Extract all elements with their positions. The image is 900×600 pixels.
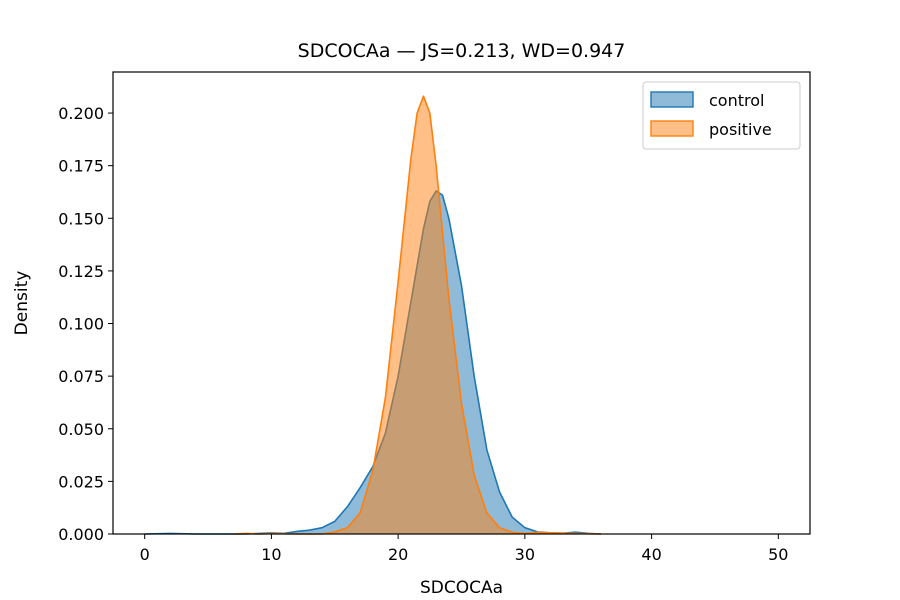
- y-axis-label: Density: [12, 271, 32, 336]
- y-tick-label: 0.100: [58, 315, 104, 334]
- y-tick-label: 0.000: [58, 525, 104, 544]
- legend-swatch-positive: [650, 120, 694, 137]
- x-axis-label: SDCOCAa: [420, 578, 503, 598]
- legend-label-control: control: [709, 91, 764, 110]
- series-layer: [144, 95, 601, 535]
- x-tick-label: 40: [641, 545, 661, 564]
- y-tick-label: 0.075: [58, 367, 104, 386]
- legend: control positive: [642, 81, 801, 150]
- x-tick-label: 0: [140, 545, 150, 564]
- y-tick-label: 0.050: [58, 420, 104, 439]
- legend-label-positive: positive: [709, 120, 772, 139]
- x-axis: 0 10 20 30 40 50: [140, 534, 788, 564]
- x-tick-label: 10: [261, 545, 281, 564]
- y-axis: 0.000 0.025 0.050 0.075 0.100 0.125 0.150 0.175…: [58, 104, 113, 544]
- x-tick-label: 30: [515, 545, 535, 564]
- x-tick-label: 20: [388, 545, 408, 564]
- y-tick-label: 0.025: [58, 472, 104, 491]
- chart-title: SDCOCAa — JS=0.213, WD=0.947: [298, 40, 626, 62]
- legend-swatch-control: [650, 91, 694, 108]
- y-tick-label: 0.175: [58, 157, 104, 176]
- series-area-positive: [233, 96, 601, 535]
- y-tick-label: 0.125: [58, 262, 104, 281]
- y-tick-label: 0.200: [58, 104, 104, 123]
- x-tick-label: 50: [768, 545, 788, 564]
- y-tick-label: 0.150: [58, 209, 104, 228]
- plot-frame: [112, 71, 811, 535]
